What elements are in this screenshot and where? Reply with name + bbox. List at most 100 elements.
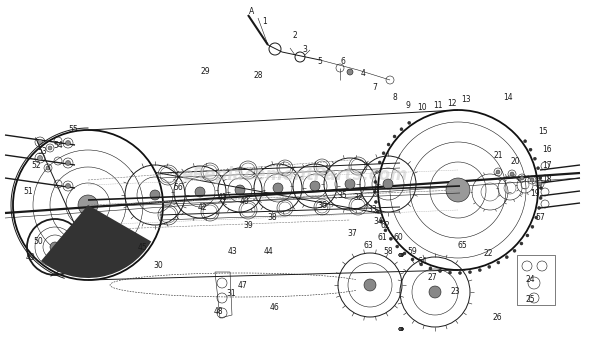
Circle shape (399, 328, 402, 331)
Circle shape (399, 328, 402, 331)
Text: 2: 2 (293, 30, 297, 40)
Circle shape (50, 242, 60, 252)
Text: 62: 62 (380, 221, 390, 231)
Circle shape (399, 328, 402, 331)
Text: 65: 65 (457, 241, 467, 249)
Circle shape (505, 256, 509, 259)
Circle shape (150, 190, 160, 200)
Text: 11: 11 (433, 101, 442, 111)
Text: 4: 4 (360, 69, 365, 77)
Text: 37: 37 (347, 230, 357, 239)
Text: 21: 21 (493, 151, 503, 161)
Text: 51: 51 (23, 188, 33, 196)
Text: 17: 17 (542, 161, 552, 169)
Circle shape (539, 187, 542, 190)
Text: 24: 24 (525, 275, 535, 285)
Text: 44: 44 (263, 247, 273, 257)
Circle shape (400, 328, 403, 331)
Circle shape (384, 229, 387, 232)
Circle shape (536, 167, 540, 170)
Text: 25: 25 (525, 295, 535, 305)
Circle shape (478, 269, 481, 272)
Text: 15: 15 (538, 127, 548, 137)
Text: 26: 26 (492, 314, 502, 322)
Text: 19: 19 (530, 190, 540, 198)
Circle shape (401, 328, 404, 331)
Text: 58: 58 (383, 247, 393, 257)
Circle shape (496, 170, 500, 174)
Circle shape (393, 135, 396, 138)
Text: 7: 7 (372, 83, 378, 93)
Text: 1: 1 (263, 18, 267, 26)
Text: 48: 48 (213, 308, 223, 316)
Circle shape (446, 178, 470, 202)
Text: 57: 57 (535, 214, 545, 222)
Circle shape (513, 249, 516, 252)
Circle shape (399, 328, 402, 331)
Circle shape (46, 166, 50, 170)
Circle shape (399, 254, 402, 257)
Text: 41: 41 (217, 193, 227, 202)
Circle shape (468, 271, 471, 274)
Text: 8: 8 (392, 94, 398, 102)
Circle shape (399, 254, 402, 257)
Circle shape (379, 220, 383, 223)
Circle shape (399, 254, 402, 257)
Circle shape (38, 155, 42, 161)
Circle shape (399, 328, 402, 331)
Text: 30: 30 (153, 261, 163, 269)
Text: 55: 55 (68, 125, 78, 135)
Circle shape (65, 141, 70, 145)
Text: 16: 16 (542, 145, 552, 154)
Text: 23: 23 (450, 288, 460, 296)
Circle shape (400, 254, 403, 257)
Circle shape (38, 140, 42, 145)
Text: 42: 42 (197, 203, 207, 213)
Circle shape (383, 179, 393, 189)
Text: 31: 31 (226, 289, 236, 297)
Circle shape (520, 176, 524, 180)
Circle shape (411, 258, 414, 261)
Circle shape (399, 328, 402, 331)
Circle shape (538, 182, 542, 186)
Text: 18: 18 (542, 175, 552, 185)
Text: 9: 9 (405, 100, 411, 110)
Circle shape (347, 69, 353, 75)
Circle shape (48, 146, 52, 150)
Circle shape (273, 183, 283, 193)
Text: 60: 60 (393, 234, 403, 242)
Circle shape (448, 271, 451, 274)
Text: 33: 33 (367, 206, 377, 215)
Circle shape (419, 263, 422, 266)
Text: 35: 35 (337, 191, 347, 199)
Circle shape (520, 242, 523, 245)
Text: 50: 50 (33, 238, 43, 246)
Text: 14: 14 (503, 94, 513, 102)
Text: 27: 27 (427, 273, 437, 283)
Circle shape (429, 267, 432, 270)
Text: 46: 46 (270, 304, 280, 313)
Text: 63: 63 (363, 241, 373, 250)
Circle shape (403, 252, 406, 255)
Text: 22: 22 (483, 248, 493, 258)
Text: 13: 13 (461, 96, 471, 104)
Text: 36: 36 (317, 201, 327, 211)
Circle shape (382, 152, 385, 155)
Text: 64: 64 (417, 258, 427, 266)
Circle shape (529, 148, 532, 151)
Text: 5: 5 (317, 57, 323, 67)
Circle shape (310, 181, 320, 191)
Text: 38: 38 (267, 214, 277, 222)
Circle shape (429, 286, 441, 298)
Circle shape (399, 254, 402, 257)
Circle shape (374, 180, 377, 184)
Circle shape (396, 245, 399, 248)
Text: 20: 20 (510, 158, 520, 167)
Text: 54: 54 (53, 141, 63, 149)
Circle shape (399, 254, 402, 257)
Circle shape (195, 187, 205, 197)
Circle shape (458, 271, 461, 274)
Circle shape (400, 254, 404, 257)
Text: A: A (250, 6, 255, 16)
Text: 12: 12 (447, 99, 457, 108)
